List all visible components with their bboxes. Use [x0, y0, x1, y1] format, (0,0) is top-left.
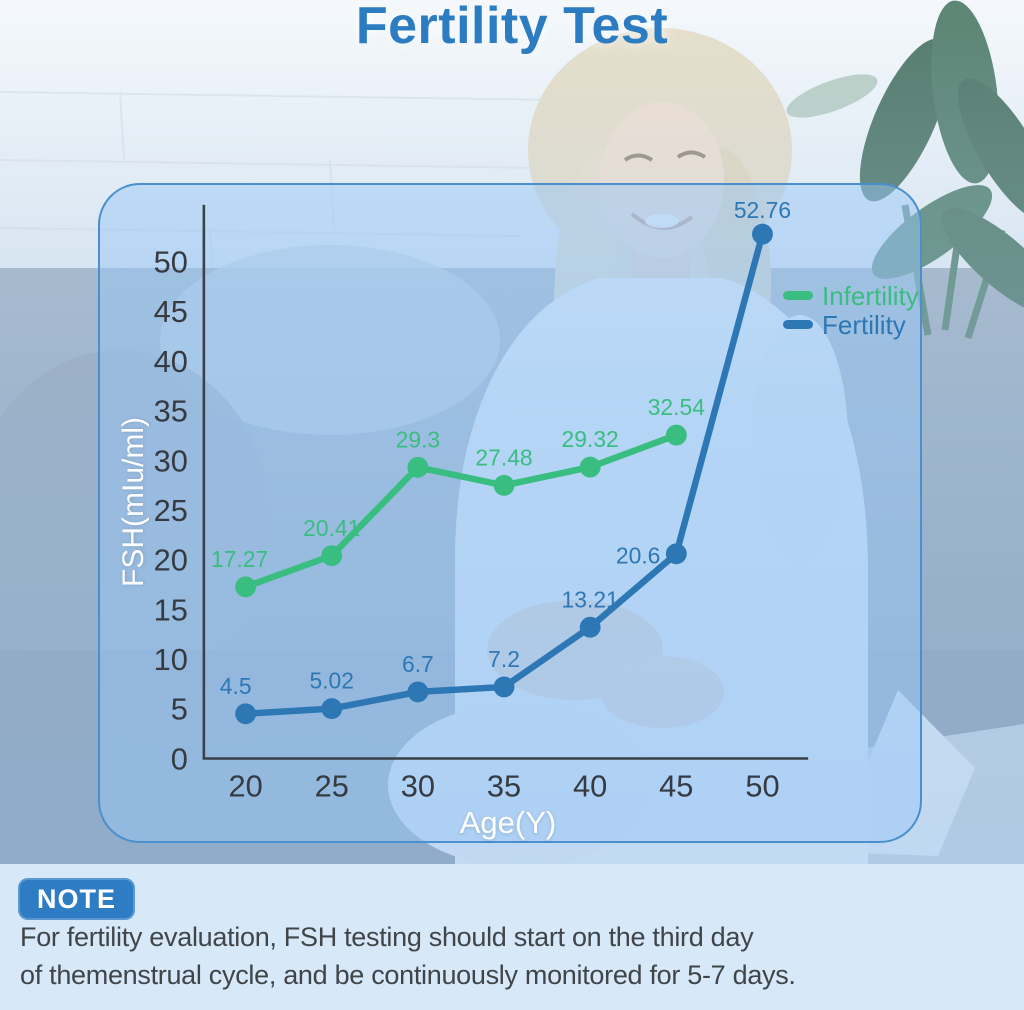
svg-text:15: 15	[154, 592, 188, 627]
chart-panel: 0 5 10 15 20 25 30 35 40 45 50 20 25 30 35 40 45 50 17.27 2…	[98, 183, 922, 843]
fertility-legend-swatch	[783, 320, 813, 329]
svg-text:25: 25	[315, 768, 349, 803]
note-text-line2: of themenstrual cycle, and be continuous…	[20, 960, 796, 990]
note-section: NOTE For fertility evaluation, FSH testi…	[0, 864, 1024, 1010]
svg-text:29.3: 29.3	[396, 426, 440, 452]
svg-text:20: 20	[154, 543, 188, 578]
svg-text:25: 25	[154, 493, 188, 528]
legend-label-infertility: Infertility	[822, 280, 919, 311]
svg-text:5.02: 5.02	[310, 668, 355, 694]
svg-text:29.32: 29.32	[562, 426, 619, 452]
svg-text:20.41: 20.41	[303, 515, 360, 541]
svg-text:7.2: 7.2	[488, 646, 520, 672]
svg-text:6.7: 6.7	[402, 651, 434, 677]
svg-text:17.27: 17.27	[211, 546, 268, 572]
svg-text:45: 45	[154, 294, 188, 329]
x-axis-label: Age(Y)	[459, 805, 557, 840]
svg-text:5: 5	[171, 692, 188, 727]
note-badge: NOTE	[18, 878, 136, 920]
svg-text:35: 35	[487, 768, 521, 803]
svg-text:20: 20	[228, 768, 262, 803]
legend-label-fertility: Fertility	[822, 309, 906, 340]
svg-text:35: 35	[154, 394, 188, 429]
chart-legend: Infertility Fertility	[783, 281, 919, 339]
note-text-line1: For fertility evaluation, FSH testing sh…	[20, 922, 754, 952]
svg-text:10: 10	[154, 642, 188, 677]
svg-text:20.6: 20.6	[616, 543, 661, 569]
svg-text:30: 30	[401, 768, 435, 803]
svg-text:50: 50	[154, 244, 188, 279]
svg-text:40: 40	[154, 344, 188, 379]
fsh-line-chart: 0 5 10 15 20 25 30 35 40 45 50 20 25 30 35 40 45 50 17.27 2…	[154, 197, 809, 803]
svg-text:4.5: 4.5	[220, 673, 252, 699]
svg-text:27.48: 27.48	[475, 444, 532, 470]
svg-text:30: 30	[154, 443, 188, 478]
svg-text:45: 45	[659, 768, 693, 803]
legend-item-fertility: Fertility	[783, 310, 919, 339]
y-axis-label: FSH(mIu/ml)	[117, 417, 150, 587]
svg-text:32.54: 32.54	[648, 394, 705, 420]
infertility-legend-swatch	[783, 291, 813, 300]
svg-text:0: 0	[171, 741, 188, 776]
svg-text:52.76: 52.76	[734, 197, 791, 223]
svg-text:13.21: 13.21	[562, 586, 619, 612]
svg-text:40: 40	[573, 768, 607, 803]
page-title: Fertility Test	[355, 0, 669, 55]
legend-item-infertility: Infertility	[783, 281, 919, 310]
svg-text:50: 50	[745, 768, 779, 803]
